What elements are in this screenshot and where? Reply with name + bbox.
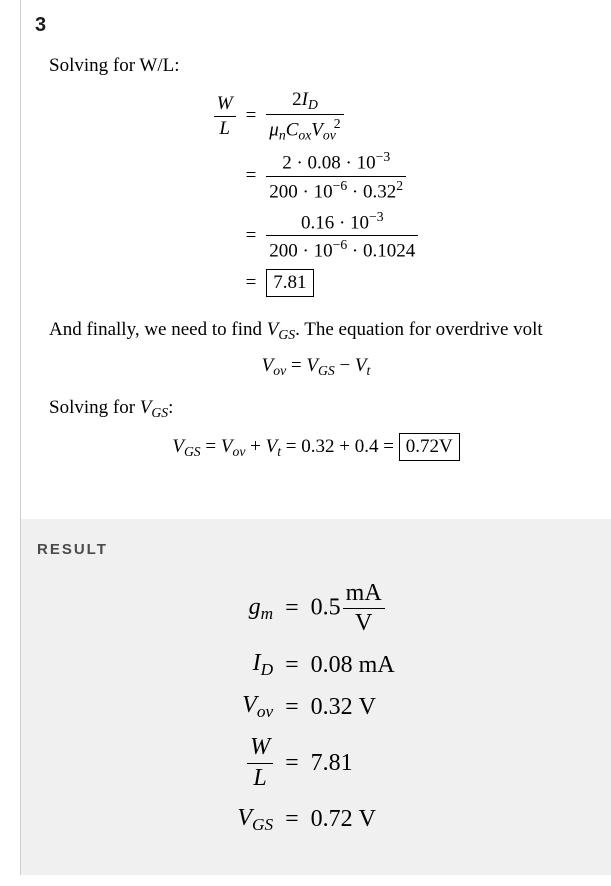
result-lhs: WL	[237, 734, 273, 792]
equals-sign: =	[281, 694, 303, 721]
equals-sign: =	[281, 750, 303, 777]
equals-sign: =	[242, 272, 261, 294]
result-rhs: 0.32 V	[311, 694, 395, 721]
vgs-boxed-answer: 0.72V	[399, 433, 460, 461]
equals-sign: =	[242, 165, 261, 187]
wl-lhs-den: L	[214, 117, 236, 140]
wl-rhs-1: 2ID μnCoxVov2	[266, 89, 343, 143]
wl-boxed-answer: 7.81	[266, 269, 313, 297]
result-section: RESULT gm = 0.5mAV ID = 0.08 mA Vov = 0.32 V WL = 7…	[20, 519, 611, 875]
solution-section: 3 Solving for W/L: W L = 2ID μnCoxVov2	[20, 0, 611, 519]
equals-sign: =	[281, 595, 303, 622]
intro-text-3: Solving for VGS:	[49, 397, 611, 421]
wl-rhs-3: 0.16 · 10−3 200 · 10−6 · 0.1024	[266, 209, 418, 263]
result-rhs: 0.08 mA	[311, 652, 395, 679]
result-label: RESULT	[37, 541, 611, 558]
result-lhs: Vov	[237, 692, 273, 722]
result-lhs: ID	[237, 650, 273, 680]
intro-text-1: Solving for W/L:	[49, 55, 611, 77]
wl-rhs-2: 2 · 0.08 · 10−3 200 · 10−6 · 0.322	[266, 149, 406, 203]
equals-sign: =	[242, 105, 261, 127]
equals-sign: =	[281, 806, 303, 833]
result-equations: gm = 0.5mAV ID = 0.08 mA Vov = 0.32 V WL = 7.81 VGS =…	[21, 580, 611, 835]
equals-sign: =	[281, 652, 303, 679]
wl-lhs-num: W	[214, 93, 236, 117]
wl-derivation: W L = 2ID μnCoxVov2 = 2 · 0.08 · 10−3	[21, 89, 611, 297]
result-rhs: 0.72 V	[311, 806, 395, 833]
result-rhs: 0.5mAV	[311, 580, 395, 638]
section-number: 3	[35, 14, 611, 37]
vov-equation: Vov = VGS − Vt	[21, 355, 611, 379]
result-lhs: VGS	[237, 805, 273, 835]
equals-sign: =	[242, 225, 261, 247]
paragraph-vgs-intro: And finally, we need to find VGS. The eq…	[49, 319, 611, 343]
vgs-equation: VGS = Vov + Vt = 0.32 + 0.4 = 0.72V	[21, 433, 611, 461]
page: 3 Solving for W/L: W L = 2ID μnCoxVov2	[0, 0, 611, 875]
result-lhs: gm	[237, 594, 273, 624]
result-rhs: 7.81	[311, 750, 395, 777]
